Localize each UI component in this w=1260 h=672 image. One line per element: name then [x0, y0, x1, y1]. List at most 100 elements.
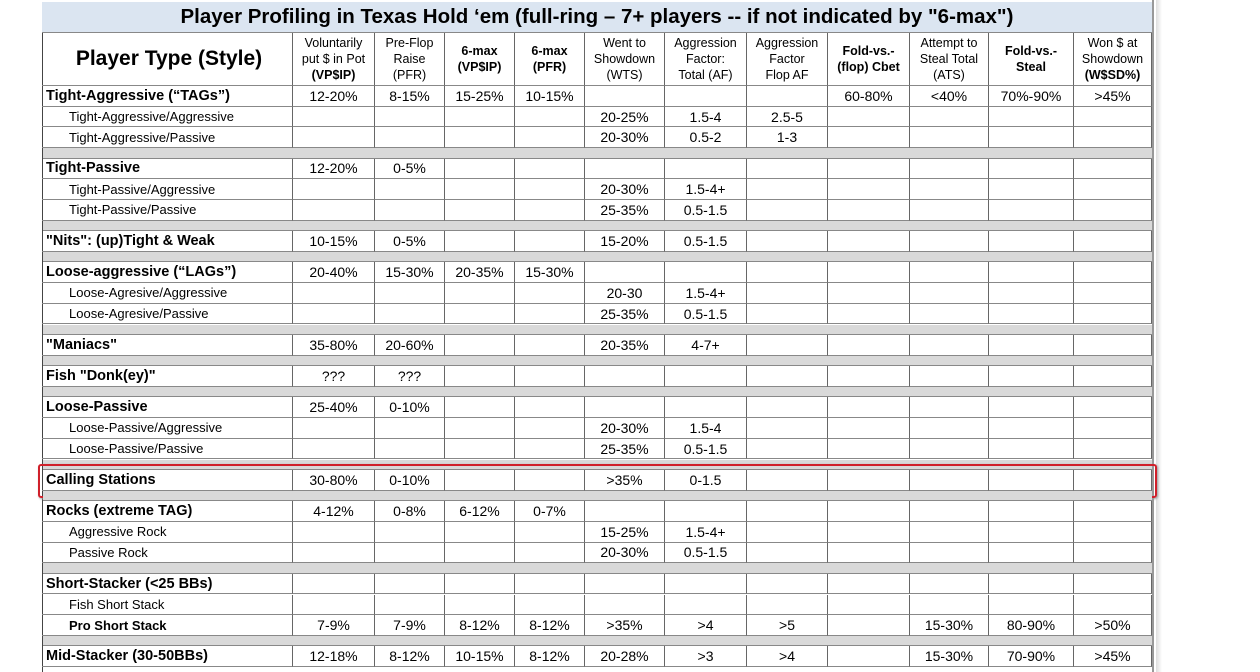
separator — [43, 490, 1152, 502]
cell — [747, 158, 828, 180]
cell: 1.5-4+ — [665, 179, 747, 200]
cell — [828, 573, 910, 595]
cell: 1.5-4+ — [665, 283, 747, 304]
row-label: Fish "Donk(ey)" — [42, 366, 293, 387]
cell: 15-20% — [585, 231, 665, 252]
cell — [515, 438, 585, 460]
cell: 0-5% — [375, 231, 445, 252]
cell: 0.5-2 — [665, 127, 747, 149]
separator — [43, 563, 1152, 574]
cell — [910, 303, 989, 325]
title: Player Profiling in Texas Hold ‘em (full… — [42, 2, 1152, 33]
cell — [989, 501, 1074, 522]
cell — [910, 470, 989, 491]
cell — [375, 438, 445, 460]
header-cell: Aggression Factor: Total (AF) — [665, 33, 747, 86]
cell — [665, 158, 747, 180]
row-label: Tight-Passive/Aggressive — [42, 179, 293, 200]
cell: 12-18% — [293, 646, 375, 668]
cell — [665, 86, 747, 107]
cell — [585, 366, 665, 387]
cell — [515, 231, 585, 252]
cell — [989, 179, 1074, 200]
header-line: (PFR) — [392, 68, 427, 82]
header-line: Voluntarily — [304, 36, 363, 50]
cell: 20-35% — [585, 335, 665, 356]
row-label: Loose-Passive — [42, 397, 293, 419]
cell — [515, 594, 585, 616]
cell — [375, 106, 445, 128]
row-label: Loose-Agresive/Aggressive — [42, 283, 293, 304]
cell — [989, 397, 1074, 419]
cell — [828, 158, 910, 180]
cell: 4-12% — [293, 501, 375, 522]
cell: 0.5-1.5 — [665, 200, 747, 221]
row-label: Rocks (extreme TAG) — [42, 501, 293, 522]
cell — [515, 521, 585, 543]
cell: 0.5-1.5 — [665, 438, 747, 460]
cell — [828, 438, 910, 460]
header-cell: Attempt to Steal Total (ATS) — [910, 33, 989, 86]
row-label: Tight-Passive — [42, 158, 293, 180]
cell: 25-35% — [585, 303, 665, 325]
cell: 8-12% — [515, 615, 585, 636]
cell — [665, 397, 747, 419]
cell — [747, 594, 828, 616]
row-label: "Nits": (up)Tight & Weak — [42, 231, 293, 252]
cell — [747, 397, 828, 419]
cell — [375, 594, 445, 616]
cell — [910, 594, 989, 616]
cell — [910, 366, 989, 387]
cell — [747, 521, 828, 543]
cell: 25-40% — [293, 397, 375, 419]
cell — [665, 501, 747, 522]
cell — [989, 283, 1074, 304]
row-label: Loose-Passive/Aggressive — [42, 418, 293, 439]
cell: ??? — [293, 366, 375, 387]
cell: ??? — [375, 366, 445, 387]
cell — [747, 438, 828, 460]
cell — [445, 158, 515, 180]
header-line: 6-max — [531, 44, 568, 58]
cell: >4 — [665, 615, 747, 636]
header-line: (ATS) — [933, 68, 965, 82]
header-line: Went to — [603, 36, 646, 50]
cell — [515, 158, 585, 180]
cell — [1074, 573, 1152, 595]
header-cell: Pre-Flop Raise (PFR) — [375, 33, 445, 86]
cell — [910, 127, 989, 149]
cell — [375, 303, 445, 325]
header-line: Fold-vs.- — [1004, 44, 1058, 58]
cell: 20-60% — [375, 335, 445, 356]
cell — [585, 262, 665, 284]
shadow — [1156, 0, 1162, 672]
cell — [585, 594, 665, 616]
header-line: Won $ at — [1087, 36, 1138, 50]
row-label: Pro Short Stack — [42, 615, 293, 636]
cell — [828, 127, 910, 149]
header-line: (PFR) — [532, 60, 567, 74]
cell: 80-90% — [989, 615, 1074, 636]
cell — [293, 438, 375, 460]
cell — [375, 418, 445, 439]
cell: 0.5-1.5 — [665, 542, 747, 564]
cell — [445, 303, 515, 325]
cell — [747, 542, 828, 564]
cell: >45% — [1074, 86, 1152, 107]
cell — [747, 418, 828, 439]
cell — [293, 521, 375, 543]
cell — [375, 573, 445, 595]
header-cell: Won $ at Showdown (W$SD%) — [1074, 33, 1152, 86]
cell: 15-30% — [910, 615, 989, 636]
cell — [1074, 179, 1152, 200]
separator — [43, 148, 1152, 159]
cell — [910, 262, 989, 284]
row-label: Tight-Aggressive/Aggressive — [42, 106, 293, 128]
cell — [445, 283, 515, 304]
cell — [1074, 283, 1152, 304]
cell — [445, 127, 515, 149]
cell — [585, 86, 665, 107]
cell — [375, 200, 445, 221]
cell — [1074, 303, 1152, 325]
